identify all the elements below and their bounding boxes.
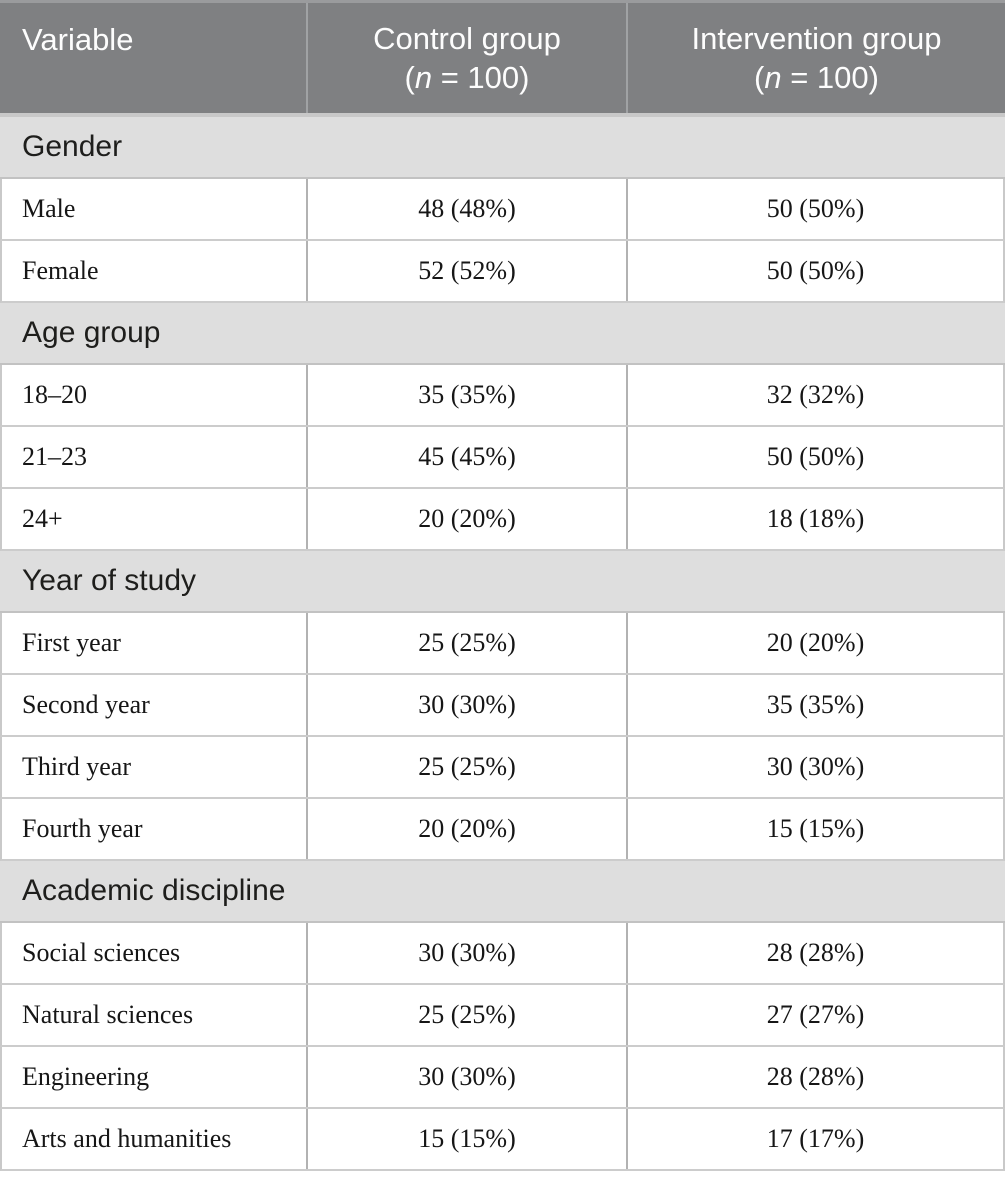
variable-cell: 18–20 <box>22 380 87 409</box>
intervention-value-cell: 15 (15%) <box>626 799 1003 859</box>
variable-cell: 21–23 <box>22 442 87 471</box>
variable-cell: 24+ <box>22 504 63 533</box>
control-value-cell: 35 (35%) <box>306 365 626 425</box>
intervention-value-cell: 27 (27%) <box>626 985 1003 1045</box>
table-row: 21–23 45 (45%) 50 (50%) <box>0 427 1005 489</box>
variable-cell: Social sciences <box>22 938 181 967</box>
control-value-cell: 45 (45%) <box>306 427 626 487</box>
intervention-value-cell: 50 (50%) <box>626 241 1003 301</box>
section-label: Academic discipline <box>22 874 286 907</box>
variable-cell: First year <box>22 628 121 657</box>
paren-open: ( <box>754 60 765 95</box>
intervention-value-cell: 28 (28%) <box>626 1047 1003 1107</box>
n-equals-100: = 100) <box>781 60 879 95</box>
header-cell-control-group: Control group (n = 100) <box>306 3 626 113</box>
table-row: Social sciences 30 (30%) 28 (28%) <box>0 923 1005 985</box>
intervention-value-cell: 18 (18%) <box>626 489 1003 549</box>
variable-cell: Arts and humanities <box>22 1124 232 1153</box>
section-header-year-of-study: Year of study <box>0 551 1005 613</box>
control-value-cell: 30 (30%) <box>306 1047 626 1107</box>
control-value-cell: 25 (25%) <box>306 737 626 797</box>
variable-cell: Engineering <box>22 1062 150 1091</box>
section-header-academic-discipline: Academic discipline <box>0 861 1005 923</box>
header-cell-intervention-group: Intervention group (n = 100) <box>626 3 1005 113</box>
header-control-n: (n = 100) <box>405 58 530 97</box>
control-value-cell: 20 (20%) <box>306 489 626 549</box>
table-row: 24+ 20 (20%) 18 (18%) <box>0 489 1005 551</box>
intervention-value-cell: 32 (32%) <box>626 365 1003 425</box>
control-value-cell: 30 (30%) <box>306 923 626 983</box>
control-value-cell: 15 (15%) <box>306 1109 626 1169</box>
paren-open: ( <box>404 60 415 95</box>
table-row: Fourth year 20 (20%) 15 (15%) <box>0 799 1005 861</box>
header-intervention-n: (n = 100) <box>754 58 879 97</box>
table-row: Engineering 30 (30%) 28 (28%) <box>0 1047 1005 1109</box>
intervention-value-cell: 35 (35%) <box>626 675 1003 735</box>
intervention-value-cell: 50 (50%) <box>626 427 1003 487</box>
control-value-cell: 25 (25%) <box>306 985 626 1045</box>
table-row: Natural sciences 25 (25%) 27 (27%) <box>0 985 1005 1047</box>
header-cell-variable: Variable <box>0 3 306 113</box>
section-label: Gender <box>22 130 123 163</box>
control-value-cell: 52 (52%) <box>306 241 626 301</box>
table-row: 18–20 35 (35%) 32 (32%) <box>0 365 1005 427</box>
variable-cell: Third year <box>22 752 132 781</box>
intervention-value-cell: 50 (50%) <box>626 179 1003 239</box>
intervention-value-cell: 30 (30%) <box>626 737 1003 797</box>
section-label: Age group <box>22 316 161 349</box>
table-row: Arts and humanities 15 (15%) 17 (17%) <box>0 1109 1005 1171</box>
table-row: Second year 30 (30%) 35 (35%) <box>0 675 1005 737</box>
header-control-label: Control group <box>373 21 561 56</box>
table-row: First year 25 (25%) 20 (20%) <box>0 613 1005 675</box>
section-header-age-group: Age group <box>0 303 1005 365</box>
control-value-cell: 25 (25%) <box>306 613 626 673</box>
variable-cell: Female <box>22 256 99 285</box>
section-header-gender: Gender <box>0 117 1005 179</box>
table-row: Male 48 (48%) 50 (50%) <box>0 179 1005 241</box>
italic-n: n <box>764 60 782 95</box>
section-label: Year of study <box>22 564 197 597</box>
variable-cell: Natural sciences <box>22 1000 194 1029</box>
control-value-cell: 30 (30%) <box>306 675 626 735</box>
table-row: Female 52 (52%) 50 (50%) <box>0 241 1005 303</box>
intervention-value-cell: 28 (28%) <box>626 923 1003 983</box>
n-equals-100: = 100) <box>432 60 530 95</box>
control-value-cell: 48 (48%) <box>306 179 626 239</box>
intervention-value-cell: 17 (17%) <box>626 1109 1003 1169</box>
table-header-row: Variable Control group (n = 100) Interve… <box>0 0 1005 117</box>
variable-cell: Male <box>22 194 76 223</box>
variable-cell: Second year <box>22 690 150 719</box>
control-value-cell: 20 (20%) <box>306 799 626 859</box>
intervention-value-cell: 20 (20%) <box>626 613 1003 673</box>
italic-n: n <box>414 60 433 95</box>
header-intervention-label: Intervention group <box>691 21 942 56</box>
header-variable-label: Variable <box>22 22 134 57</box>
variable-cell: Fourth year <box>22 814 143 843</box>
table-row: Third year 25 (25%) 30 (30%) <box>0 737 1005 799</box>
